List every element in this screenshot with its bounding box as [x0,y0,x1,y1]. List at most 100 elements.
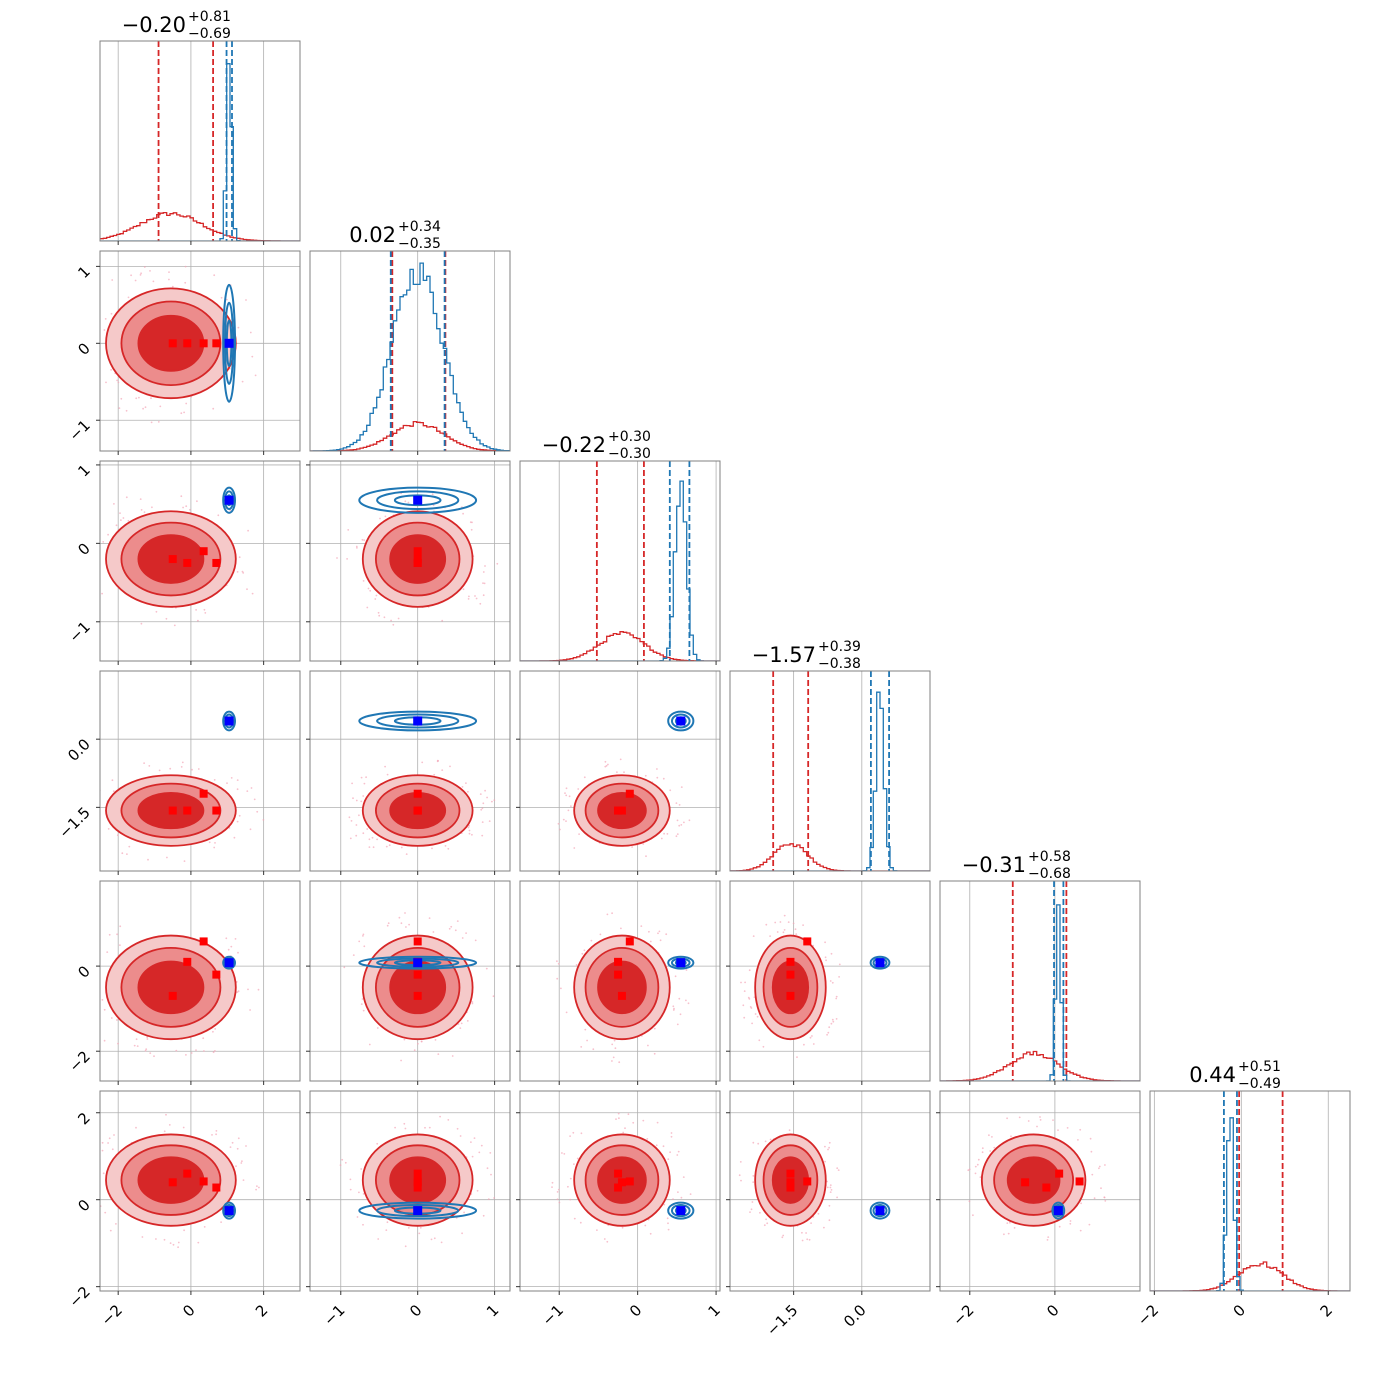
blue-contour-0 [667,955,695,970]
red-square-marker [786,970,795,979]
scatter-point [569,1198,572,1201]
scatter-point [376,838,378,841]
scatter-point [136,1045,139,1047]
scatter-point [743,990,746,992]
x-tick-label: 0.0 [840,1301,870,1331]
scatter-point [802,924,804,926]
scatter-point [169,1242,172,1244]
scatter-point [211,1134,213,1136]
scatter-point [86,584,88,586]
scatter-point [249,331,252,334]
panel-frame [309,1090,511,1292]
panel-content [730,671,930,871]
scatter-point [212,407,215,410]
scatter-point [606,1240,609,1243]
scatter-point [674,975,677,978]
scatter-point [590,939,593,942]
scatter-point [98,988,100,990]
red-square-marker [413,937,422,946]
scatter-point [656,768,658,770]
scatter-point [428,1126,431,1129]
scatter-point [225,298,228,301]
scatter-point [214,1028,217,1030]
scatter-point [362,1193,365,1195]
scatter-point [430,1238,433,1241]
scatter-point [974,1165,977,1168]
scatter-point [392,623,395,626]
scatter-point [104,318,107,320]
scatter-point [989,1150,992,1152]
scatter-point [153,1055,155,1058]
scatter-point [377,611,380,614]
scatter-point [685,969,688,971]
scatter-point [573,847,576,849]
red-square-marker [183,339,192,348]
scatter-point [769,1138,772,1141]
y-tick-label: 0 [74,1196,93,1215]
blue-square-marker [413,958,423,968]
scatter-point [475,597,478,600]
scatter-point [106,951,109,953]
blue-histogram [730,691,930,871]
scatter-point [559,828,561,831]
scatter-point [687,1002,690,1005]
scatter-point [116,379,118,382]
panel-content [100,1091,300,1291]
blue-square-marker [413,1206,423,1216]
scatter-point [1104,1200,1107,1202]
scatter-point [130,274,133,277]
scatter-point [463,1211,465,1214]
scatter-point [122,517,125,519]
scatter-point [586,1039,588,1042]
red-square-marker [786,1183,795,1192]
x-tick-label: 1 [704,1301,723,1320]
scatter-point [397,617,400,620]
scatter-point [195,609,198,611]
scatter-point [101,1141,104,1144]
scatter-point [386,924,389,927]
scatter-point [835,997,838,1000]
scatter-point [379,517,381,520]
blue-contour-2 [393,494,442,507]
scatter-point [390,619,392,622]
joint-panel-2-1 [306,460,511,665]
scatter-point [450,925,453,928]
scatter-point [467,598,470,600]
panel-content [86,461,300,661]
scatter-point [138,396,140,399]
blue-contour-1 [376,713,460,729]
red-square-marker [183,806,192,815]
scatter-point [809,1036,812,1039]
scatter-point [241,380,244,383]
scatter-point [496,562,499,565]
scatter-point [98,521,100,523]
panel-content [100,41,300,241]
scatter-point [355,834,358,837]
scatter-point [801,1231,803,1234]
panel-content [310,251,510,451]
scatter-point [89,796,91,798]
scatter-point [190,1052,193,1054]
scatter-point [436,760,439,763]
scatter-point [107,1142,109,1144]
scatter-point [756,1015,759,1018]
red-square-marker [212,1183,221,1192]
x-tick-label: 0 [1230,1301,1249,1320]
joint-panel-5-3: −1.5 0.0 [726,1090,931,1340]
scatter-point [451,1055,454,1057]
scatter-point [111,279,114,281]
scatter-point [838,963,841,966]
scatter-point [214,842,216,844]
scatter-point [104,1211,107,1214]
scatter-point [482,571,485,573]
scatter-point [752,1175,755,1177]
scatter-point [575,964,578,966]
marginal-panel-0: −0.20 +0.81−0.69 [99,9,301,245]
red-square-marker [183,1169,192,1178]
scatter-point [247,988,249,991]
scatter-point [249,1009,252,1011]
scatter-point [743,1016,746,1019]
scatter-point [783,929,786,931]
scatter-point [1103,1196,1106,1199]
y-tick-label: 0 [74,962,93,981]
